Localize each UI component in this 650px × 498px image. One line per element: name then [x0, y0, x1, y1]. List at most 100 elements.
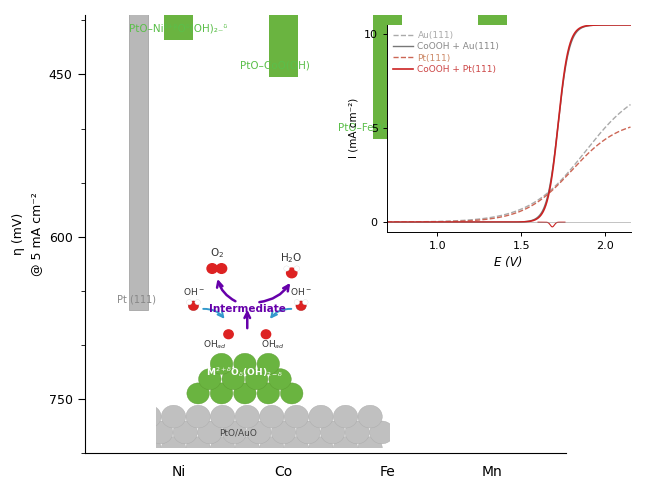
- Circle shape: [333, 437, 358, 460]
- Circle shape: [195, 300, 200, 305]
- Au(111): [495, 213, 502, 219]
- Circle shape: [358, 405, 382, 428]
- Line: Pt(111): Pt(111): [387, 127, 630, 222]
- Text: PtO/AuO: PtO/AuO: [219, 428, 257, 437]
- CoOOH + Pt(111): [627, 22, 634, 28]
- Circle shape: [333, 405, 358, 428]
- Circle shape: [148, 421, 173, 444]
- Circle shape: [235, 437, 259, 460]
- Circle shape: [370, 421, 394, 444]
- Au(111): [395, 219, 403, 225]
- Line: CoOOH + Au(111): CoOOH + Au(111): [387, 25, 630, 222]
- Circle shape: [188, 301, 199, 311]
- Bar: [478, 0, 507, 150]
- CoOOH + Au(111): [383, 219, 391, 225]
- Circle shape: [161, 405, 186, 428]
- Circle shape: [345, 421, 369, 444]
- Text: OH$_{ad}$: OH$_{ad}$: [261, 339, 285, 351]
- Circle shape: [259, 405, 284, 428]
- CoOOH + Pt(111): [501, 219, 509, 225]
- Line: CoOOH + Pt(111): CoOOH + Pt(111): [387, 25, 630, 222]
- Legend: Au(111), CoOOH + Au(111), Pt(111), CoOOH + Pt(111): Au(111), CoOOH + Au(111), Pt(111), CoOOH…: [389, 27, 503, 78]
- Circle shape: [211, 405, 235, 428]
- Circle shape: [358, 437, 382, 460]
- Circle shape: [199, 369, 221, 390]
- Circle shape: [187, 300, 192, 305]
- Circle shape: [284, 437, 309, 460]
- Circle shape: [222, 369, 244, 390]
- Circle shape: [224, 330, 233, 339]
- Line: Au(111): Au(111): [387, 105, 630, 222]
- Text: OH$^-$: OH$^-$: [290, 286, 312, 297]
- Circle shape: [235, 405, 259, 428]
- Circle shape: [198, 421, 222, 444]
- CoOOH + Pt(111): [395, 219, 403, 225]
- Text: PtO–Mn²⁺ᵝOᵟ(OH)₂₋ᵟ: PtO–Mn²⁺ᵝOᵟ(OH)₂₋ᵟ: [443, 133, 546, 144]
- Circle shape: [284, 405, 309, 428]
- Pt(111): [619, 126, 627, 132]
- Au(111): [501, 212, 509, 218]
- Pt(111): [575, 160, 582, 166]
- Circle shape: [136, 405, 161, 428]
- CoOOH + Pt(111): [619, 22, 627, 28]
- Circle shape: [296, 421, 320, 444]
- Text: OH$_{ad}$: OH$_{ad}$: [203, 339, 226, 351]
- Circle shape: [136, 437, 161, 460]
- Circle shape: [296, 301, 306, 311]
- Circle shape: [186, 405, 211, 428]
- Circle shape: [309, 437, 333, 460]
- Circle shape: [207, 264, 217, 273]
- Circle shape: [187, 383, 209, 404]
- Circle shape: [211, 383, 233, 404]
- CoOOH + Au(111): [575, 27, 582, 33]
- Bar: [164, 0, 193, 40]
- Pt(111): [619, 126, 627, 132]
- Bar: [129, 0, 148, 310]
- Y-axis label: I (mA cm⁻²): I (mA cm⁻²): [348, 98, 358, 158]
- CoOOH + Pt(111): [383, 219, 391, 225]
- Au(111): [575, 157, 582, 163]
- Circle shape: [186, 437, 211, 460]
- CoOOH + Au(111): [619, 22, 627, 28]
- Text: PtO–CoO(OH): PtO–CoO(OH): [240, 60, 310, 70]
- CoOOH + Au(111): [395, 219, 403, 225]
- Circle shape: [261, 330, 270, 339]
- Bar: [268, 0, 298, 77]
- CoOOH + Pt(111): [495, 219, 502, 225]
- Circle shape: [271, 421, 296, 444]
- Circle shape: [284, 266, 289, 271]
- Pt(111): [627, 124, 634, 130]
- Circle shape: [234, 383, 256, 404]
- Circle shape: [247, 421, 271, 444]
- Circle shape: [257, 353, 280, 374]
- Circle shape: [320, 421, 345, 444]
- Circle shape: [211, 353, 233, 374]
- Circle shape: [222, 421, 246, 444]
- Text: PtO–FeO(OH): PtO–FeO(OH): [338, 123, 406, 133]
- Text: Intermediate: Intermediate: [209, 304, 286, 314]
- Circle shape: [173, 421, 198, 444]
- CoOOH + Pt(111): [619, 22, 627, 28]
- Circle shape: [294, 300, 300, 305]
- Circle shape: [259, 437, 284, 460]
- Circle shape: [211, 437, 235, 460]
- Text: H$_2$O: H$_2$O: [281, 251, 303, 264]
- Circle shape: [269, 369, 291, 390]
- Text: O$_2$: O$_2$: [210, 247, 224, 260]
- CoOOH + Au(111): [627, 22, 634, 28]
- Circle shape: [234, 353, 256, 374]
- Circle shape: [246, 369, 268, 390]
- Text: Pt (111): Pt (111): [117, 294, 156, 304]
- CoOOH + Au(111): [495, 219, 502, 225]
- Au(111): [619, 107, 627, 113]
- Text: M$^{2+\delta}$O$_\delta$(OH)$_{2-\delta}$: M$^{2+\delta}$O$_\delta$(OH)$_{2-\delta}…: [206, 366, 283, 379]
- Y-axis label: η (mV)
@ 5 mA cm⁻²: η (mV) @ 5 mA cm⁻²: [12, 192, 43, 276]
- Au(111): [619, 107, 627, 113]
- Circle shape: [309, 405, 333, 428]
- Circle shape: [287, 268, 297, 278]
- Circle shape: [294, 266, 300, 271]
- Circle shape: [281, 383, 303, 404]
- X-axis label: E (V): E (V): [495, 256, 523, 269]
- Circle shape: [302, 300, 308, 305]
- Text: PtO–Ni²⁺ᵝOᵟ(OH)₂₋ᵟ: PtO–Ni²⁺ᵝOᵟ(OH)₂₋ᵟ: [129, 23, 227, 33]
